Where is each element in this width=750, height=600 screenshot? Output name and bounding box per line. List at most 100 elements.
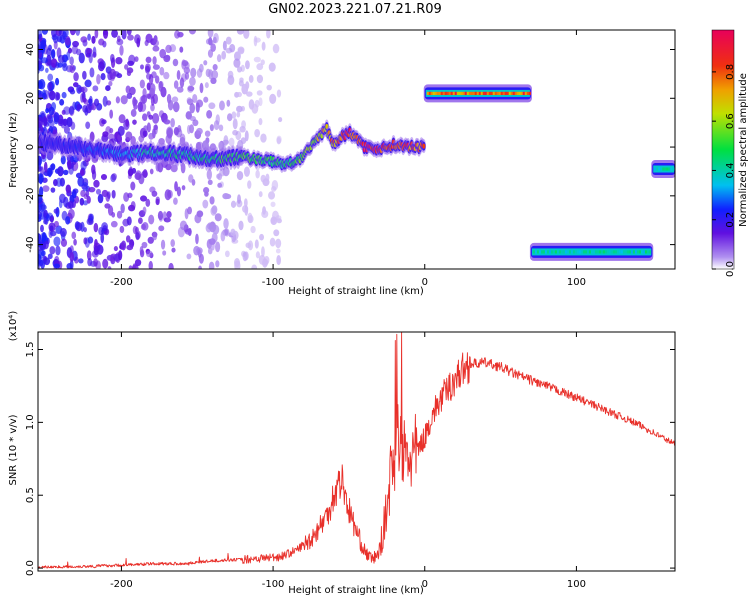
spectrogram-noise-cell <box>128 86 136 96</box>
spectrogram-band-core <box>578 250 582 254</box>
spectrogram-noise-cell <box>196 127 203 135</box>
spectrogram-band-core <box>514 91 517 96</box>
spectrogram-noise-cell <box>209 124 214 132</box>
spectrogram-noise-cell <box>38 174 43 185</box>
spectrogram-noise-cell <box>55 77 60 86</box>
spectrogram-band-core <box>520 91 523 96</box>
spectrogram-noise-cell <box>40 57 48 64</box>
spectrogram-band-core <box>586 250 590 254</box>
spectrogram-noise-cell <box>244 130 249 142</box>
spectrogram-noise-cell <box>170 117 175 128</box>
spectrogram-noise-cell <box>166 127 173 139</box>
spectrogram-noise-cell <box>41 30 49 35</box>
spectrogram-noise-cell <box>71 231 77 240</box>
spectrogram-band-core <box>566 250 570 254</box>
spectrogram-noise-cell <box>40 204 47 211</box>
spectrogram-noise-cell <box>63 125 70 134</box>
spectrogram-noise-cell <box>40 224 44 233</box>
spectrogram-noise-cell <box>53 263 61 269</box>
snr-y-tick-label: 1.0 <box>25 414 36 430</box>
spectrogram-noise-cell <box>68 208 75 219</box>
spectrogram-noise-cell <box>179 220 188 231</box>
spectrogram-noise-cell <box>269 237 276 247</box>
spectrogram-noise-cell <box>125 118 130 128</box>
spectrogram-band-core <box>618 250 622 254</box>
spectrogram-noise-cell <box>276 254 282 266</box>
spectrogram-noise-cell <box>145 93 151 99</box>
spectrogram-noise-cell <box>127 34 134 41</box>
spectrogram-noise-cell <box>209 196 215 205</box>
spectrogram-noise-cell <box>126 216 132 226</box>
spectrogram-band-core <box>572 250 576 254</box>
page-title: GN02.2023.221.07.21.R09 <box>268 2 442 17</box>
spectrogram-noise-cell <box>89 67 95 78</box>
spectrogram-band-core <box>426 91 429 96</box>
spectrogram-noise-cell <box>111 30 118 38</box>
spectrogram-band-core <box>460 91 463 96</box>
spectrogram-band-core <box>592 250 596 254</box>
spectrogram-band-core <box>444 91 447 96</box>
spectrogram-band-core <box>622 250 626 254</box>
spectrogram-noise-cell <box>100 72 106 81</box>
spectrogram-noise-cell <box>42 185 50 192</box>
spectrogram-noise-cell <box>40 232 48 243</box>
spectrogram-noise-cell <box>187 227 192 237</box>
spectrogram-noise-cell <box>272 43 280 54</box>
spectrogram-band-core <box>616 250 620 254</box>
spectrogram-noise-cell <box>204 130 211 137</box>
spectrogram-noise-cell <box>87 33 91 41</box>
snr-y-tick-label: 0.0 <box>25 560 36 576</box>
spectrogram-noise-cell <box>138 217 143 224</box>
spectrogram-noise-cell <box>126 244 134 251</box>
spectrogram-noise-cell <box>86 250 92 261</box>
spectrogram-noise-cell <box>94 98 100 107</box>
spectrogram-band-core <box>600 250 604 254</box>
spectrogram-noise-cell <box>96 74 101 85</box>
spectrogram-noise-cell <box>188 30 197 35</box>
spectrogram-noise-cell <box>38 30 43 40</box>
spectrogram-band-core <box>500 91 503 96</box>
spectrogram-noise-cell <box>128 54 136 66</box>
spectrogram-noise-cell <box>173 197 178 205</box>
spectrogram-noise-cell <box>107 266 112 269</box>
spectrogram-noise-cell <box>127 192 133 199</box>
spectrogram-noise-cell <box>48 167 52 178</box>
spectrogram-noise-cell <box>256 90 263 96</box>
spectrogram-noise-cell <box>186 253 192 260</box>
spectrogram-band-core <box>508 91 511 96</box>
spectrogram-band-core <box>596 250 600 254</box>
spectrogram-noise-cell <box>42 89 46 98</box>
spectrogram-noise-cell <box>67 47 73 54</box>
spectrogram-noise-cell <box>179 46 184 53</box>
spectrogram-noise-cell <box>106 191 111 199</box>
spectrogram-noise-cell <box>168 262 174 269</box>
spectrogram-noise-cell <box>118 114 126 124</box>
spectrogram-noise-cell <box>109 68 117 80</box>
spectrogram-noise-cell <box>128 265 133 269</box>
spectrogram-noise-cell <box>225 47 233 54</box>
spectrogram-noise-cell <box>152 64 160 70</box>
spectrogram-noise-cell <box>243 30 250 39</box>
spectrogram-noise-cell <box>65 216 71 225</box>
spectrogram-band-core <box>538 250 542 254</box>
spectrogram-noise-cell <box>148 83 156 94</box>
spectrogram-noise-cell <box>207 30 214 38</box>
spectrogram-noise-cell <box>38 186 44 197</box>
spectrogram-band-core <box>574 250 578 254</box>
spectrogram-noise-cell <box>190 67 197 78</box>
spectrogram-noise-cell <box>174 181 178 192</box>
spectrogram-noise-cell <box>259 233 265 241</box>
spectrogram-band-core <box>634 250 638 254</box>
spectrogram-noise-cell <box>132 119 137 125</box>
spectrogram-noise-cell <box>134 259 142 267</box>
spectrogram-noise-cell <box>86 195 91 204</box>
spectrogram-noise-cell <box>238 220 244 231</box>
spectrogram-noise-cell <box>95 188 102 195</box>
spectrogram-noise-cell <box>207 247 213 255</box>
spectrogram-noise-cell <box>219 100 225 111</box>
spectrogram-noise-cell <box>67 159 72 170</box>
spectrogram-noise-cell <box>108 80 113 87</box>
spectrogram-band-core <box>466 91 469 96</box>
spectrogram-noise-cell <box>149 168 154 175</box>
